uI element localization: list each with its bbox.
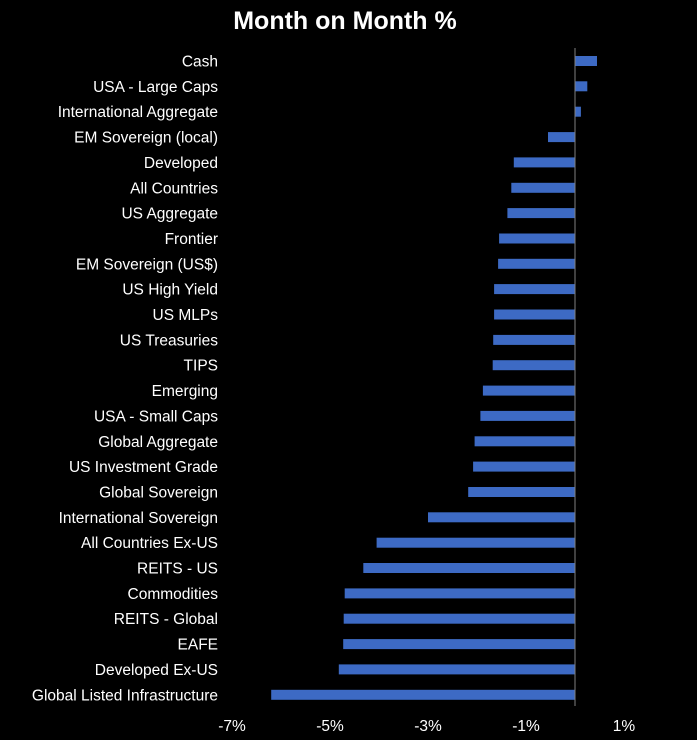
category-label-frontier: Frontier [165, 231, 218, 248]
category-label-em-sovereign-us: EM Sovereign (US$) [76, 256, 218, 273]
category-label-global-sovereign: Global Sovereign [99, 485, 218, 502]
category-label-emerging: Emerging [152, 383, 218, 400]
bars-group [271, 56, 597, 700]
category-label-cash: Cash [182, 54, 218, 71]
x-tick-label: -1% [512, 718, 540, 735]
x-tick-label: -3% [414, 718, 442, 735]
bar-international-aggregate [575, 106, 581, 117]
bar-developed [513, 157, 576, 168]
bar-us-high-yield [494, 284, 575, 295]
bar-usa-large-caps [575, 81, 588, 92]
x-tick-labels-group: -7% -5% -3% -1% 1% [218, 718, 635, 735]
category-label-international-aggregate: International Aggregate [58, 104, 218, 121]
x-tick-label: 1% [613, 718, 636, 735]
bar-cash [575, 56, 597, 66]
category-label-em-sovereign-local: EM Sovereign (local) [74, 130, 218, 147]
category-label-global-aggregate: Global Aggregate [98, 434, 218, 451]
bar-us-aggregate [507, 208, 575, 219]
category-label-global-listed-infrastructure: Global Listed Infrastructure [32, 687, 218, 704]
bar-em-sovereign-us [498, 258, 575, 269]
bar-emerging [482, 385, 575, 396]
bar-all-countries [511, 182, 575, 193]
category-label-reits-global: REITS - Global [114, 611, 218, 628]
category-label-usa-large-caps: USA - Large Caps [93, 79, 218, 96]
bar-all-countries-ex-us [376, 537, 575, 548]
bar-us-treasuries [493, 334, 575, 345]
bar-global-listed-infrastructure [271, 689, 575, 700]
category-label-tips: TIPS [184, 358, 218, 375]
bar-tips [492, 360, 575, 371]
bar-frontier [499, 233, 575, 244]
category-label-us-investment-grade: US Investment Grade [69, 459, 218, 476]
bar-em-sovereign-local [548, 132, 575, 143]
bar-usa-small-caps [480, 410, 575, 421]
category-label-eafe: EAFE [178, 637, 218, 654]
category-label-usa-small-caps: USA - Small Caps [94, 408, 218, 425]
category-label-commodities: Commodities [128, 586, 219, 603]
category-label-us-high-yield: US High Yield [122, 282, 218, 299]
bar-commodities [344, 588, 575, 599]
x-tick-label: -7% [218, 718, 246, 735]
category-label-reits-us: REITS - US [137, 561, 218, 578]
category-label-international-sovereign: International Sovereign [59, 510, 218, 527]
category-label-developed-ex-us: Developed Ex-US [95, 662, 218, 679]
category-label-us-treasuries: US Treasuries [120, 332, 218, 349]
category-label-us-mlps: US MLPs [153, 307, 219, 324]
bar-reits-global [343, 613, 575, 624]
category-label-all-countries: All Countries [130, 180, 218, 197]
category-labels-group: Cash USA - Large Caps International Aggreg… [32, 54, 218, 705]
x-tick-label: -5% [316, 718, 344, 735]
category-label-developed: Developed [144, 155, 218, 172]
bar-eafe [343, 639, 575, 650]
bar-global-sovereign [468, 487, 575, 497]
bar-global-aggregate [474, 436, 575, 447]
bar-developed-ex-us [338, 664, 575, 675]
bar-us-mlps [494, 309, 575, 320]
category-label-all-countries-ex-us: All Countries Ex-US [81, 535, 218, 552]
bar-us-investment-grade [473, 461, 575, 472]
bar-international-sovereign [428, 512, 575, 523]
chart-title: Month on Month % [233, 7, 457, 35]
bar-reits-us [363, 563, 575, 573]
category-label-us-aggregate: US Aggregate [121, 206, 218, 223]
